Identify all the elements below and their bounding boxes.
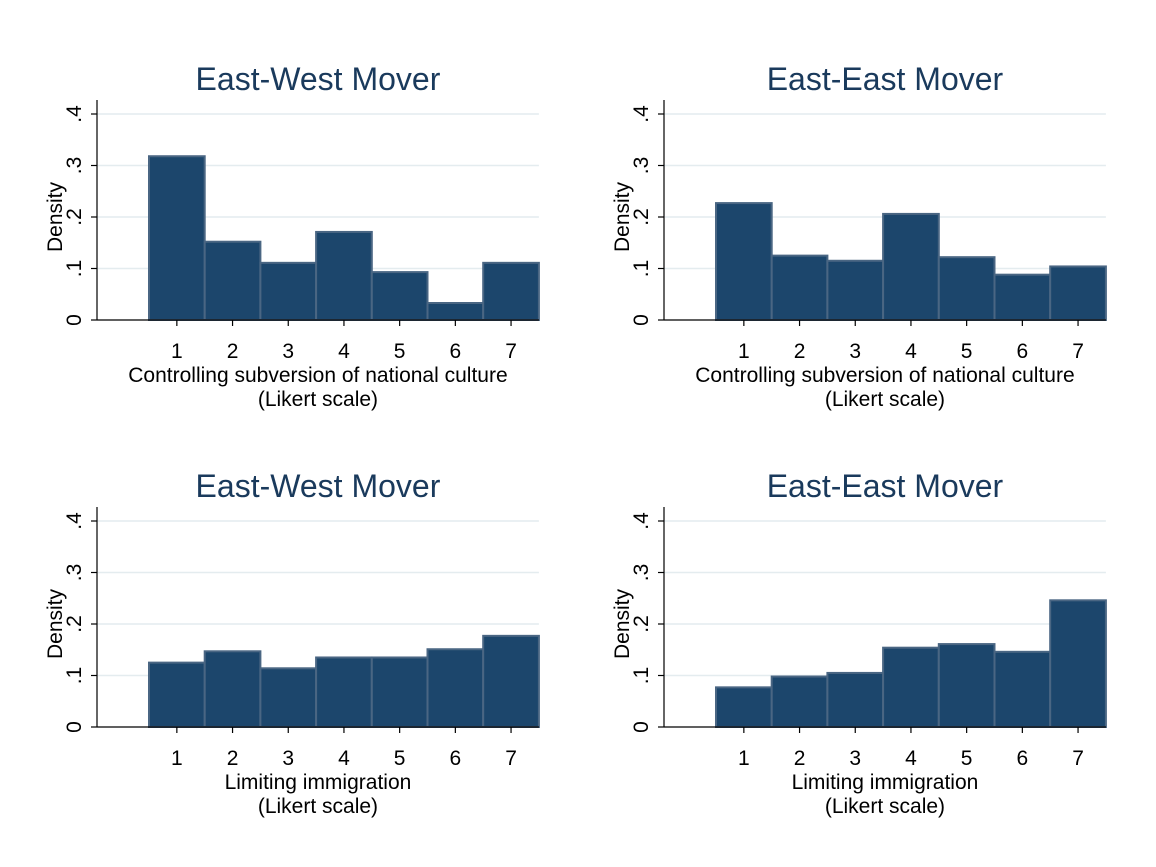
histogram-bar (826, 671, 885, 728)
histogram-bar (993, 273, 1052, 321)
x-tick-label: 6 (1017, 747, 1029, 770)
y-tick-label: .4 (630, 512, 653, 530)
y-tick-label: .4 (630, 105, 653, 123)
y-tick-label: 0 (63, 314, 86, 326)
panel-title: East-East Mover (767, 61, 1004, 97)
x-axis-title: Limiting immigration (792, 771, 979, 794)
x-tick-label: 7 (1072, 747, 1084, 770)
y-tick-label: .1 (63, 260, 86, 278)
histogram-bar (370, 271, 429, 322)
histogram-bar (1049, 265, 1107, 322)
histogram-bar (148, 155, 206, 321)
chart-panel-3: 0 .1 .2 .3 .4 1 2 3 4 5 6 7 East-West Mover Density Li… (44, 468, 540, 818)
chart-panel-1: 0 .1 .2 .3 .4 1 2 3 4 5 6 7 East-West Mover Density Co… (44, 61, 540, 411)
histogram-bar (715, 686, 773, 728)
x-tick-label: 4 (338, 747, 350, 770)
histogram-bar (370, 656, 429, 728)
histogram-bar (482, 261, 540, 321)
histogram-bar (482, 634, 540, 728)
y-tick-label: .3 (630, 564, 653, 582)
x-tick-label: 3 (849, 340, 861, 363)
x-tick-label: 6 (450, 747, 462, 770)
histogram-bar (993, 650, 1052, 728)
x-tick-label: 7 (505, 340, 517, 363)
x-tick-label: 4 (905, 747, 917, 770)
x-tick-label: 1 (171, 747, 183, 770)
histogram-bar (1049, 599, 1107, 728)
x-tick-label: 5 (961, 747, 973, 770)
x-axis-subtitle: (Likert scale) (258, 388, 378, 411)
x-tick-label: 3 (282, 747, 294, 770)
histogram-bar (770, 675, 829, 729)
histogram-bar (882, 212, 940, 321)
x-tick-label: 1 (738, 340, 750, 363)
x-tick-label: 1 (171, 340, 183, 363)
x-tick-label: 2 (227, 340, 239, 363)
y-axis-title: Density (611, 181, 634, 252)
y-tick-label: .2 (630, 615, 653, 633)
y-tick-label: .3 (63, 157, 86, 175)
x-tick-label: 1 (738, 747, 750, 770)
x-tick-label: 4 (905, 340, 917, 363)
x-axis-subtitle: (Likert scale) (258, 795, 378, 818)
x-axis-title: Limiting immigration (225, 771, 412, 794)
x-tick-label: 2 (794, 747, 806, 770)
histogram-bar (426, 302, 485, 322)
y-axis-title: Density (44, 181, 67, 252)
y-tick-label: .2 (63, 208, 86, 226)
x-axis-title: Controlling subversion of national cultu… (128, 364, 507, 387)
x-tick-label: 6 (450, 340, 462, 363)
x-axis-subtitle: (Likert scale) (825, 388, 945, 411)
y-tick-label: 0 (630, 721, 653, 733)
histogram-bar (770, 254, 829, 321)
histogram-bar (315, 230, 373, 321)
chart-panel-4: 0 .1 .2 .3 .4 1 2 3 4 5 6 7 East-East Mover Density Li… (611, 468, 1107, 818)
x-axis-subtitle: (Likert scale) (825, 795, 945, 818)
x-tick-label: 7 (505, 747, 517, 770)
histogram-bar (315, 656, 373, 728)
histogram-bar (826, 259, 885, 321)
x-tick-label: 6 (1017, 340, 1029, 363)
histogram-bar (937, 643, 996, 729)
x-tick-label: 7 (1072, 340, 1084, 363)
histogram-bar (259, 667, 318, 728)
y-tick-label: .3 (630, 157, 653, 175)
x-tick-label: 5 (961, 340, 973, 363)
x-tick-label: 5 (394, 340, 406, 363)
x-tick-label: 2 (794, 340, 806, 363)
y-tick-label: 0 (63, 721, 86, 733)
y-tick-label: .1 (630, 667, 653, 685)
histogram-bar (937, 256, 996, 322)
histogram-bar (259, 261, 318, 321)
histogram-bar (203, 240, 262, 321)
y-axis-title: Density (44, 588, 67, 659)
x-tick-label: 3 (849, 747, 861, 770)
histogram-bar (426, 648, 485, 728)
histogram-bar (203, 650, 262, 728)
panel-title: East-West Mover (196, 468, 441, 504)
histogram-bar (715, 202, 773, 321)
x-axis-title: Controlling subversion of national cultu… (695, 364, 1074, 387)
histogram-bar (882, 646, 940, 728)
y-tick-label: .4 (63, 512, 86, 530)
y-tick-label: .4 (63, 105, 86, 123)
histogram-bar (148, 661, 206, 728)
x-tick-label: 5 (394, 747, 406, 770)
y-tick-label: .1 (630, 260, 653, 278)
y-tick-label: 0 (630, 314, 653, 326)
y-tick-label: .2 (63, 615, 86, 633)
y-tick-label: .2 (630, 208, 653, 226)
y-axis-title: Density (611, 588, 634, 659)
x-tick-label: 4 (338, 340, 350, 363)
x-tick-label: 3 (282, 340, 294, 363)
y-tick-label: .1 (63, 667, 86, 685)
x-tick-label: 2 (227, 747, 239, 770)
panel-title: East-West Mover (196, 61, 441, 97)
chart-panel-2: 0 .1 .2 .3 .4 1 2 3 4 5 6 7 East-East Mover Density Co… (611, 61, 1107, 411)
y-tick-label: .3 (63, 564, 86, 582)
panel-title: East-East Mover (767, 468, 1004, 504)
